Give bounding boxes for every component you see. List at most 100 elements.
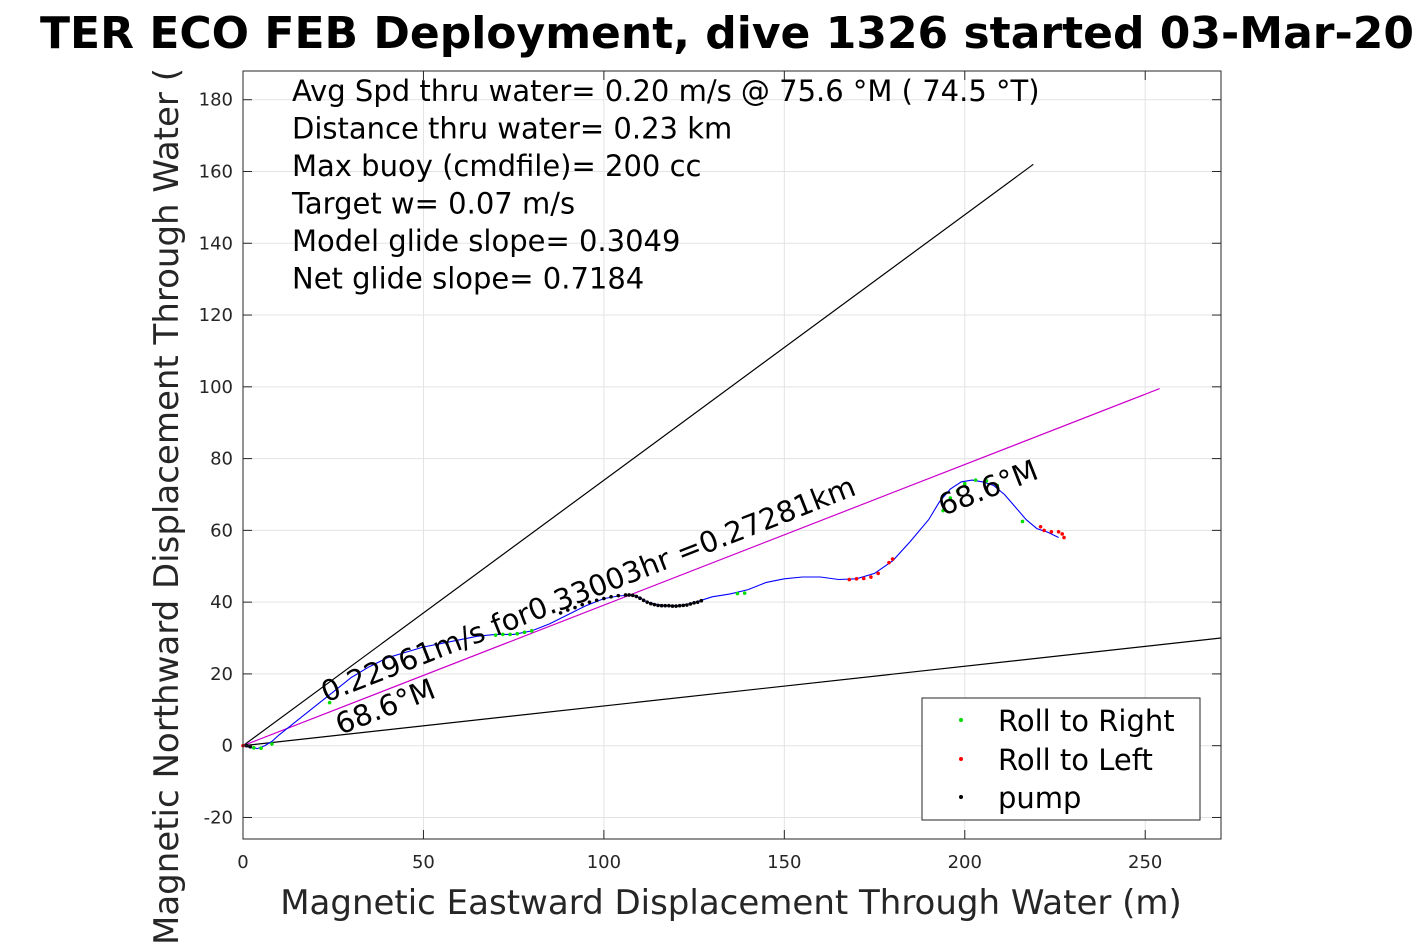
pump-point [630,593,635,598]
info-line-1: Avg Spd thru water= 0.20 m/s @ 75.6 °M (… [292,74,1040,108]
pump-point [641,598,646,603]
y-tick-label: 160 [199,161,233,182]
legend: Roll to Right Roll to Left pump [921,697,1201,821]
y-tick-label: 140 [199,233,233,254]
roll-to-left-point [876,571,880,576]
grid-layer [242,71,1221,839]
pump-point [681,603,686,608]
y-tick-label: 0 [222,736,233,757]
info-text-block: Avg Spd thru water= 0.20 m/s @ 75.6 °M (… [291,74,1040,296]
legend-label-roll-left: Roll to Left [998,743,1153,777]
chart-title: TER ECO FEB Deployment, dive 1326 starte… [40,8,1414,59]
net-heading-line [243,388,1160,747]
roll-to-right-point [522,630,527,635]
track-layer [242,479,1059,750]
annotation-3: 68.6°M [933,453,1042,523]
roll-to-right-point [1020,519,1025,524]
roll-to-left-point [1049,530,1054,534]
pump-point [670,604,675,608]
pump-point [674,604,678,608]
x-axis-label: Magnetic Eastward Displacement Through W… [280,883,1182,923]
pump-point [573,605,577,610]
info-line-2: Distance thru water= 0.23 km [292,112,732,146]
pump-point [580,602,585,607]
pump-point [663,603,668,608]
roll-to-left-point [890,557,895,561]
roll-to-right-point [973,478,978,482]
x-tick-label: 100 [587,852,621,873]
pump-point [667,603,671,608]
legend-marker-roll-right [959,718,963,722]
pump-point [685,603,689,607]
info-line-4: Target w= 0.07 m/s [291,187,575,221]
annotation-1: 0.22961m/s for0.33003hr =0.27281km [316,469,860,709]
roll-to-left-point [1042,528,1046,533]
pump-point [659,603,664,608]
data-points [241,478,1066,751]
pump-point [623,593,628,597]
pump-point [565,608,570,612]
pump-point [699,598,704,603]
pump-point [688,602,693,606]
pump-point [587,600,592,604]
roll-to-left-point [869,575,873,579]
pump-point [609,594,613,599]
y-tick-label: 40 [210,592,233,613]
y-tick-label: 120 [199,305,233,326]
reference-lines [243,163,1221,747]
roll-to-left-point [887,560,891,565]
pump-point [638,596,642,600]
y-axis-label: Magnetic Northward Displacement Through … [147,68,187,945]
roll-to-right-point [962,481,967,486]
roll-to-left-point [847,577,852,582]
pump-point [602,596,606,601]
legend-marker-pump [959,795,963,799]
roll-to-right-point [984,479,989,483]
roll-to-right-point [955,489,960,493]
y-tick-label: 80 [210,449,233,470]
pump-point [677,603,682,608]
info-line-5: Model glide slope= 0.3049 [292,224,680,258]
pump-point [594,598,599,603]
x-tick-label: 200 [948,852,982,873]
roll-to-left-point [1060,532,1065,536]
roll-to-right-point [259,746,263,751]
roll-to-right-point [735,591,740,596]
x-tick-label: 50 [412,852,435,873]
x-tick-label: 250 [1128,852,1162,873]
legend-marker-roll-left [959,757,963,761]
roll-to-right-point [493,633,498,637]
roll-to-right-point [252,746,256,750]
pump-point [645,600,649,604]
info-line-6: Net glide slope= 0.7184 [292,262,644,296]
pump-point [616,593,621,598]
x-tick-label: 150 [767,852,801,873]
roll-to-left-point [1056,530,1061,534]
roll-to-right-point [515,631,520,636]
info-line-3: Max buoy (cmdfile)= 200 cc [292,149,701,183]
lower-bound-line [243,637,1221,747]
roll-to-right-point [501,632,505,637]
upper-bound-line [243,163,1034,747]
roll-to-right-point [995,483,1000,488]
pump-point [695,600,700,604]
legend-label-roll-right: Roll to Right [998,704,1175,738]
roll-to-right-point [529,629,534,633]
y-tick-label: 180 [199,90,233,111]
legend-label-pump: pump [998,781,1081,815]
tick-layer: 0 50 100 150 200 250 -20 0 20 40 60 80 100 120 140 160 1… [199,71,1221,873]
roll-to-right-point [941,508,945,513]
legend-box [921,697,1201,821]
pump-point [558,611,563,615]
x-tick-label: 0 [237,852,248,873]
roll-to-right-point [270,742,274,746]
pump-point [649,601,653,606]
y-tick-label: 100 [199,377,233,398]
y-tick-label: -20 [204,807,233,828]
roll-to-left-point [854,577,859,581]
pump-point [656,603,660,608]
roll-to-right-point [948,496,953,500]
roll-to-left-point [1062,535,1066,540]
roll-to-left-point [861,576,866,581]
pump-point [652,602,657,607]
